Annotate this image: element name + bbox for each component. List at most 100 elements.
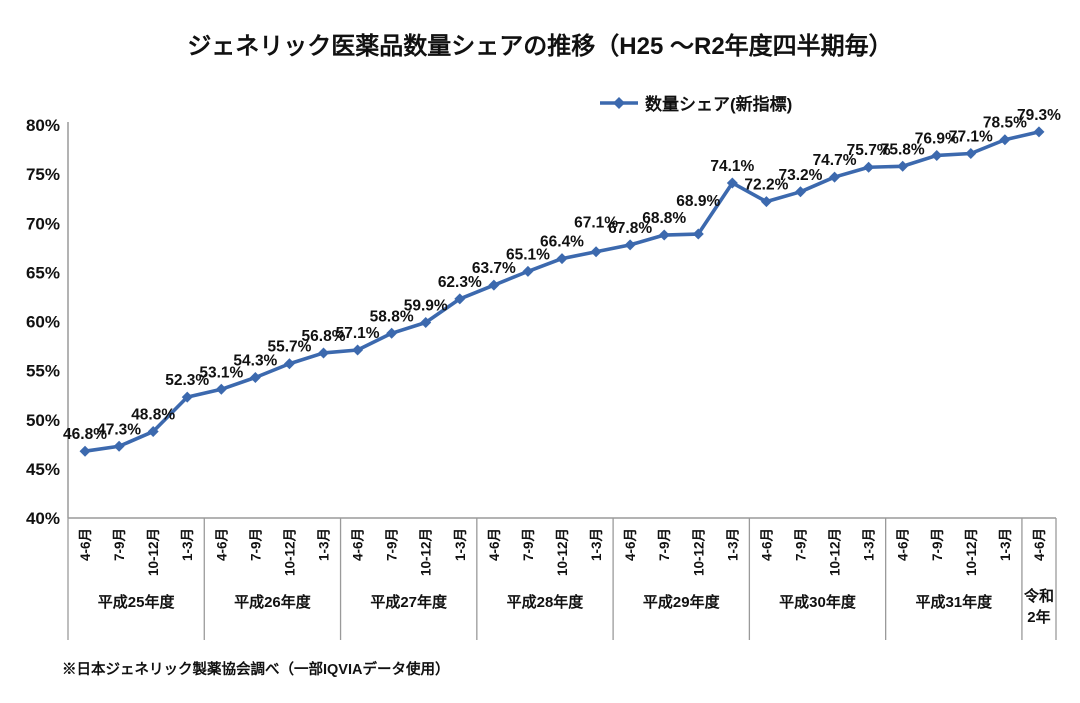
x-axis-year-label: 平成27年度 bbox=[370, 593, 448, 611]
x-axis-quarter-label: 4-6月 bbox=[1032, 528, 1047, 561]
x-axis-quarter-label: 7-9月 bbox=[248, 528, 263, 561]
x-axis-quarter-label: 10-12月 bbox=[282, 528, 297, 576]
x-axis-quarter-label: 4-6月 bbox=[78, 528, 93, 561]
data-point-label: 79.3% bbox=[1017, 107, 1061, 124]
x-axis-quarter-label: 7-9月 bbox=[385, 528, 400, 561]
data-point-label: 63.7% bbox=[472, 260, 516, 277]
x-axis-quarter-label: 1-3月 bbox=[317, 528, 332, 561]
data-point-marker bbox=[318, 347, 330, 359]
data-point-label: 78.5% bbox=[983, 115, 1027, 132]
x-axis-quarter-label: 1-3月 bbox=[862, 528, 877, 561]
data-point-label: 74.7% bbox=[813, 152, 857, 169]
data-point-label: 66.4% bbox=[540, 234, 584, 251]
data-point-label: 46.8% bbox=[63, 426, 107, 443]
y-axis-tick-label: 45% bbox=[26, 460, 60, 479]
x-axis-quarter-label: 7-9月 bbox=[657, 528, 672, 561]
chart-title: ジェネリック医薬品数量シェアの推移（H25 ～R2年度四半期毎） bbox=[187, 33, 893, 60]
x-axis-year-label: 平成26年度 bbox=[234, 593, 312, 611]
data-point-marker bbox=[556, 253, 568, 265]
y-axis-tick-label: 70% bbox=[26, 214, 60, 233]
data-point-label: 65.1% bbox=[506, 246, 550, 263]
data-point-label: 75.8% bbox=[881, 141, 925, 158]
data-point-label: 73.2% bbox=[779, 167, 823, 184]
y-axis-tick-label: 60% bbox=[26, 313, 60, 332]
data-point-label: 68.8% bbox=[642, 210, 686, 227]
data-point-label: 67.8% bbox=[608, 220, 652, 237]
x-axis-year-label: 平成30年度 bbox=[779, 593, 857, 611]
y-axis-tick-label: 75% bbox=[26, 165, 60, 184]
x-axis-quarter-label: 4-6月 bbox=[214, 528, 229, 561]
data-point-marker bbox=[863, 161, 875, 173]
data-point-label: 52.3% bbox=[165, 372, 209, 389]
data-point-label: 48.8% bbox=[131, 407, 175, 424]
x-axis-year-label: 平成31年度 bbox=[915, 593, 993, 611]
x-axis-quarter-label: 10-12月 bbox=[419, 528, 434, 576]
data-point-marker bbox=[283, 358, 295, 370]
data-point-marker bbox=[931, 149, 943, 161]
x-axis-quarter-label: 1-3月 bbox=[725, 528, 740, 561]
x-axis-quarter-label: 4-6月 bbox=[623, 528, 638, 561]
data-point-marker bbox=[352, 344, 364, 356]
x-axis-year-label: 平成25年度 bbox=[98, 593, 176, 611]
x-axis-quarter-label: 10-12月 bbox=[691, 528, 706, 576]
data-point-marker bbox=[113, 440, 125, 452]
data-point-marker bbox=[897, 160, 909, 172]
source-footnote: ※日本ジェネリック製薬協会調べ（一部IQVIAデータ使用） bbox=[62, 662, 450, 678]
x-axis-quarter-label: 1-3月 bbox=[589, 528, 604, 561]
y-axis-tick-label: 80% bbox=[26, 116, 60, 135]
x-axis-year-label: 令和 2年 bbox=[1024, 587, 1054, 626]
data-point-label: 72.2% bbox=[744, 177, 788, 194]
data-point-marker bbox=[624, 239, 636, 251]
data-point-label: 68.9% bbox=[676, 193, 720, 210]
x-axis-quarter-label: 4-6月 bbox=[351, 528, 366, 561]
x-axis-quarter-label: 10-12月 bbox=[146, 528, 161, 576]
data-point-label: 74.1% bbox=[710, 158, 754, 175]
data-point-label: 57.1% bbox=[336, 325, 380, 342]
y-axis-tick-label: 50% bbox=[26, 411, 60, 430]
data-point-marker bbox=[522, 265, 534, 277]
x-axis-quarter-label: 7-9月 bbox=[930, 528, 945, 561]
x-axis-year-label: 平成29年度 bbox=[643, 593, 721, 611]
data-point-label: 76.9% bbox=[915, 130, 959, 147]
data-point-marker bbox=[215, 383, 227, 395]
legend: 数量シェア(新指標) bbox=[599, 90, 792, 115]
data-point-label: 53.1% bbox=[199, 364, 243, 381]
x-axis-quarter-label: 4-6月 bbox=[759, 528, 774, 561]
data-point-marker bbox=[454, 293, 466, 305]
data-point-label: 47.3% bbox=[97, 421, 141, 438]
data-point-label: 54.3% bbox=[233, 353, 277, 370]
y-axis-tick-label: 55% bbox=[26, 362, 60, 381]
data-point-marker bbox=[590, 246, 602, 258]
x-axis-quarter-label: 7-9月 bbox=[112, 528, 127, 561]
x-axis-quarter-label: 7-9月 bbox=[521, 528, 536, 561]
x-axis-quarter-label: 10-12月 bbox=[555, 528, 570, 576]
x-axis-quarter-label: 7-9月 bbox=[793, 528, 808, 561]
legend-line-marker-icon bbox=[600, 96, 638, 109]
data-point-marker bbox=[760, 196, 772, 208]
x-axis-quarter-label: 1-3月 bbox=[998, 528, 1013, 561]
data-point-label: 75.7% bbox=[847, 142, 891, 159]
data-point-marker bbox=[965, 147, 977, 159]
data-point-marker bbox=[658, 229, 670, 241]
data-point-label: 55.7% bbox=[267, 339, 311, 356]
data-point-label: 67.1% bbox=[574, 215, 618, 232]
data-point-marker bbox=[181, 391, 193, 403]
data-point-marker bbox=[999, 134, 1011, 146]
data-point-marker bbox=[692, 228, 704, 240]
series-line bbox=[83, 130, 1041, 453]
data-point-label: 62.3% bbox=[438, 274, 482, 291]
data-point-label: 58.8% bbox=[370, 308, 414, 325]
y-axis-tick-label: 65% bbox=[26, 263, 60, 282]
data-point-marker bbox=[1033, 126, 1045, 138]
data-point-label: 77.1% bbox=[949, 128, 993, 145]
x-axis-quarter-label: 4-6月 bbox=[487, 528, 502, 561]
data-point-marker bbox=[794, 186, 806, 198]
x-axis-quarter-label: 10-12月 bbox=[828, 528, 843, 576]
data-point-marker bbox=[726, 177, 738, 189]
x-axis-quarter-label: 1-3月 bbox=[180, 528, 195, 561]
data-point-marker bbox=[420, 316, 432, 328]
data-point-marker bbox=[147, 426, 159, 438]
x-axis-quarter-label: 4-6月 bbox=[896, 528, 911, 561]
legend-series-label: 数量シェア(新指標) bbox=[645, 95, 793, 114]
